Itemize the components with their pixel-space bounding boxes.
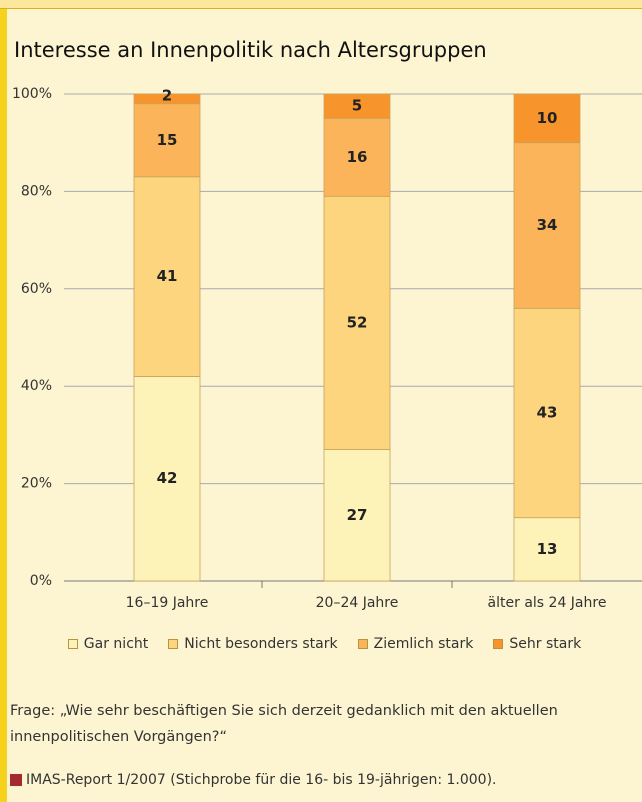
value-label: 13 <box>537 540 558 558</box>
value-label: 52 <box>347 313 368 331</box>
note: Frage: „Wie sehr beschäftigen Sie sich d… <box>10 703 558 745</box>
legend-item: Nicht besonders stark <box>168 636 338 652</box>
bar-segment <box>133 376 201 582</box>
legend: Gar nicht Nicht besonders stark Ziemlich s… <box>7 636 642 652</box>
legend-label: Nicht besonders stark <box>184 636 338 652</box>
source-icon <box>10 774 22 786</box>
y-tick-label: 60% <box>21 281 52 297</box>
legend-item: Ziemlich stark <box>357 636 474 652</box>
legend-label: Gar nicht <box>83 636 149 652</box>
chart-title: Interesse an Innenpolitik nach Altersgru… <box>14 38 487 62</box>
value-label: 10 <box>537 109 558 127</box>
y-tick-label: 100% <box>12 86 52 102</box>
bar-segment <box>513 307 581 519</box>
x-tick-label: 16–19 Jahre <box>126 595 209 611</box>
y-tick-label: 20% <box>21 476 52 492</box>
legend-item: Sehr stark <box>493 636 581 652</box>
bar-segment <box>513 93 581 144</box>
x-tick-label: 20–24 Jahre <box>316 595 399 611</box>
legend-swatch <box>168 639 179 649</box>
value-label: 2 <box>162 86 172 104</box>
top-band <box>0 0 642 9</box>
legend-swatch <box>357 639 368 649</box>
bar-segment <box>133 176 201 377</box>
y-tick-label: 80% <box>21 183 52 199</box>
value-label: 42 <box>157 469 178 487</box>
source-text: IMAS-Report 1/2007 (Stichprobe für die 1… <box>26 772 497 788</box>
value-label: 27 <box>347 506 368 524</box>
legend-item: Gar nicht <box>67 636 149 652</box>
source: IMAS-Report 1/2007 (Stichprobe für die 1… <box>10 772 497 788</box>
y-tick-label: 40% <box>21 378 52 394</box>
value-label: 5 <box>352 97 362 115</box>
value-label: 15 <box>157 131 178 149</box>
legend-label: Sehr stark <box>509 636 582 652</box>
bar-segment <box>513 142 581 309</box>
x-tick-label: älter als 24 Jahre <box>488 595 607 611</box>
value-label: 43 <box>537 403 558 421</box>
bar-segment <box>133 93 201 105</box>
bar-segment <box>323 93 391 119</box>
bar-segment <box>323 117 391 197</box>
y-tick-label: 0% <box>30 573 52 589</box>
bar-segment <box>133 103 201 178</box>
bar-segment <box>323 195 391 450</box>
bar-segment <box>323 449 391 582</box>
value-label: 34 <box>537 216 558 234</box>
legend-swatch <box>493 639 504 649</box>
legend-swatch <box>67 639 78 649</box>
value-label: 16 <box>347 148 368 166</box>
chart: Interesse an Innenpolitik nach Altersgru… <box>12 38 642 611</box>
value-label: 41 <box>157 267 178 285</box>
legend-label: Ziemlich stark <box>373 636 474 652</box>
